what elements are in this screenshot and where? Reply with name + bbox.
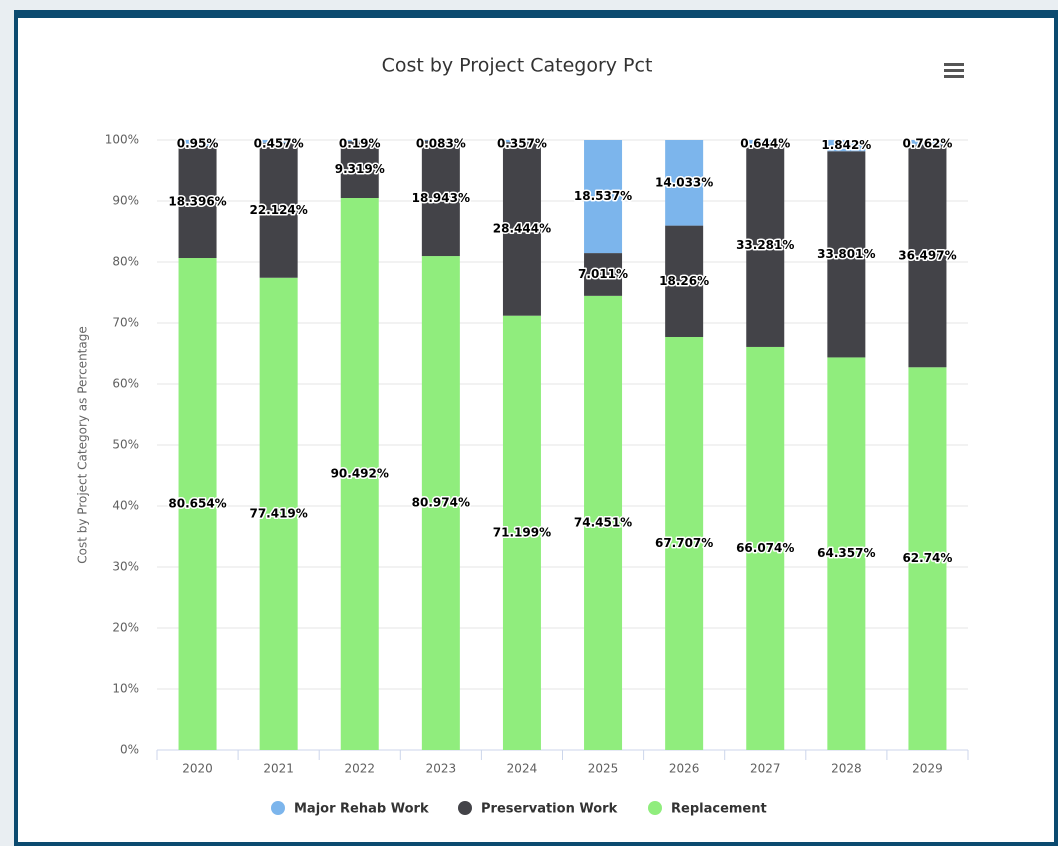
data-label: 18.537% [574, 189, 632, 203]
y-tick-label: 70% [112, 316, 139, 330]
bar-segment [584, 140, 623, 254]
x-tick-label: 2024 [507, 762, 538, 776]
y-tick-label: 10% [112, 682, 139, 696]
bar-segment [665, 336, 704, 750]
y-tick-label: 0% [120, 743, 139, 757]
bar-segment [827, 357, 866, 750]
bar-segment [178, 258, 217, 750]
bar-segment [502, 140, 541, 143]
bar-segment [746, 140, 785, 144]
x-tick-label: 2020 [182, 762, 213, 776]
bar-segment [908, 144, 947, 368]
menu-line [944, 69, 964, 72]
data-label: 33.281% [736, 238, 794, 252]
data-label: 80.654% [168, 497, 226, 511]
data-label: 71.199% [493, 525, 551, 539]
bar-segment [908, 367, 947, 750]
data-label: 22.124% [249, 203, 307, 217]
data-label: 33.801% [817, 247, 875, 261]
bar-segment [665, 225, 704, 337]
menu-line [944, 75, 964, 78]
bar-segment [178, 140, 217, 146]
data-label: 0.19% [339, 137, 381, 151]
bar-segment [746, 143, 785, 347]
data-label: 28.444% [493, 221, 551, 235]
data-label: 90.492% [331, 466, 389, 480]
data-label: 0.95% [177, 137, 219, 151]
x-tick-label: 2022 [344, 762, 375, 776]
x-tick-label: 2021 [263, 762, 294, 776]
y-tick-label: 80% [112, 255, 139, 269]
x-tick-label: 2029 [912, 762, 943, 776]
data-label: 7.011% [578, 267, 628, 281]
data-label: 1.842% [821, 138, 871, 152]
data-label: 0.644% [740, 137, 790, 151]
bar-segment [178, 145, 217, 259]
legend-label: Major Rehab Work [294, 802, 429, 817]
bar-segment [421, 140, 460, 257]
data-label: 67.707% [655, 536, 713, 550]
data-label: 0.457% [254, 137, 304, 151]
data-label: 18.26% [659, 274, 709, 288]
bar-segment [827, 140, 866, 152]
data-label: 0.083% [416, 137, 466, 151]
bar-segment [584, 253, 623, 296]
data-label: 14.033% [655, 175, 713, 189]
data-label: 9.319% [335, 162, 385, 176]
bar-segment [665, 140, 704, 226]
y-tick-label: 20% [112, 621, 139, 635]
x-tick-label: 2025 [588, 762, 619, 776]
bar-segment [340, 139, 379, 142]
bar-segment [259, 140, 298, 143]
y-tick-label: 50% [112, 438, 139, 452]
bar-segment [340, 197, 379, 751]
x-tick-label: 2028 [831, 762, 862, 776]
chart-title: Cost by Project Category Pct [382, 55, 653, 77]
data-label: 64.357% [817, 546, 875, 560]
bar-segment [746, 346, 785, 750]
data-label: 80.974% [412, 496, 470, 510]
bar-segment [584, 295, 623, 750]
y-tick-label: 90% [112, 194, 139, 208]
y-tick-label: 60% [112, 377, 139, 391]
data-label: 66.074% [736, 541, 794, 555]
bar-segment [502, 142, 541, 316]
bar-segment [340, 141, 379, 198]
legend-marker [271, 801, 285, 815]
data-label: 77.419% [249, 506, 307, 520]
y-tick-label: 100% [105, 133, 139, 147]
data-label: 0.762% [902, 137, 952, 151]
data-label: 18.396% [168, 194, 226, 208]
legend-marker [648, 801, 662, 815]
y-axis-title: Cost by Project Category as Percentage [76, 326, 90, 563]
bar-segment [502, 315, 541, 750]
data-label: 18.943% [412, 191, 470, 205]
chart: Cost by Project Category Pct Cost by Pro… [18, 18, 1054, 842]
legend-label: Replacement [671, 802, 767, 817]
x-tick-label: 2026 [669, 762, 700, 776]
y-tick-label: 30% [112, 560, 139, 574]
menu-line [944, 63, 964, 66]
bar-segment [908, 140, 947, 145]
bar-segment [421, 140, 460, 141]
data-label: 36.497% [898, 248, 956, 262]
legend-marker [458, 801, 472, 815]
x-tick-label: 2023 [426, 762, 457, 776]
bar-segment [259, 142, 298, 278]
data-label: 0.357% [497, 137, 547, 151]
y-tick-label: 40% [112, 499, 139, 513]
data-label: 62.74% [902, 551, 952, 565]
bar-segment [827, 151, 866, 358]
bar-segment [259, 277, 298, 750]
bar-segment [421, 256, 460, 750]
data-label: 74.451% [574, 515, 632, 529]
menu-button[interactable] [944, 63, 964, 78]
legend-label: Preservation Work [481, 802, 618, 817]
x-tick-label: 2027 [750, 762, 781, 776]
